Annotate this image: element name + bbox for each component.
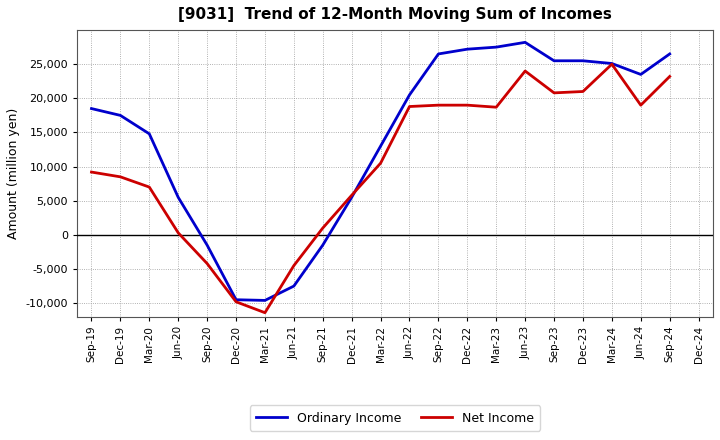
Net Income bbox=[289, 263, 298, 268]
Line: Ordinary Income: Ordinary Income bbox=[91, 42, 670, 301]
Net Income bbox=[665, 74, 674, 79]
Ordinary Income bbox=[116, 113, 125, 118]
Ordinary Income bbox=[463, 47, 472, 52]
Net Income bbox=[405, 104, 414, 109]
Net Income bbox=[434, 103, 443, 108]
Net Income bbox=[318, 225, 327, 231]
Ordinary Income bbox=[636, 72, 645, 77]
Ordinary Income bbox=[261, 298, 269, 303]
Ordinary Income bbox=[203, 242, 212, 248]
Ordinary Income bbox=[174, 194, 183, 200]
Net Income bbox=[463, 103, 472, 108]
Line: Net Income: Net Income bbox=[91, 64, 670, 313]
Title: [9031]  Trend of 12-Month Moving Sum of Incomes: [9031] Trend of 12-Month Moving Sum of I… bbox=[178, 7, 612, 22]
Net Income bbox=[636, 103, 645, 108]
Ordinary Income bbox=[87, 106, 96, 111]
Net Income bbox=[521, 68, 529, 73]
Ordinary Income bbox=[377, 143, 385, 149]
Ordinary Income bbox=[521, 40, 529, 45]
Net Income bbox=[377, 161, 385, 166]
Ordinary Income bbox=[550, 58, 559, 63]
Ordinary Income bbox=[579, 58, 588, 63]
Net Income bbox=[492, 105, 500, 110]
Ordinary Income bbox=[405, 92, 414, 98]
Ordinary Income bbox=[289, 283, 298, 289]
Ordinary Income bbox=[492, 44, 500, 50]
Legend: Ordinary Income, Net Income: Ordinary Income, Net Income bbox=[250, 406, 540, 431]
Net Income bbox=[232, 299, 240, 304]
Ordinary Income bbox=[665, 51, 674, 57]
Ordinary Income bbox=[347, 194, 356, 200]
Net Income bbox=[203, 261, 212, 266]
Net Income bbox=[347, 193, 356, 198]
Ordinary Income bbox=[232, 297, 240, 302]
Net Income bbox=[550, 90, 559, 95]
Ordinary Income bbox=[145, 131, 153, 136]
Net Income bbox=[145, 184, 153, 190]
Net Income bbox=[261, 310, 269, 315]
Y-axis label: Amount (million yen): Amount (million yen) bbox=[7, 108, 20, 239]
Net Income bbox=[87, 169, 96, 175]
Ordinary Income bbox=[608, 61, 616, 66]
Net Income bbox=[174, 230, 183, 235]
Ordinary Income bbox=[318, 242, 327, 248]
Net Income bbox=[608, 62, 616, 67]
Net Income bbox=[116, 174, 125, 180]
Net Income bbox=[579, 89, 588, 94]
Ordinary Income bbox=[434, 51, 443, 57]
